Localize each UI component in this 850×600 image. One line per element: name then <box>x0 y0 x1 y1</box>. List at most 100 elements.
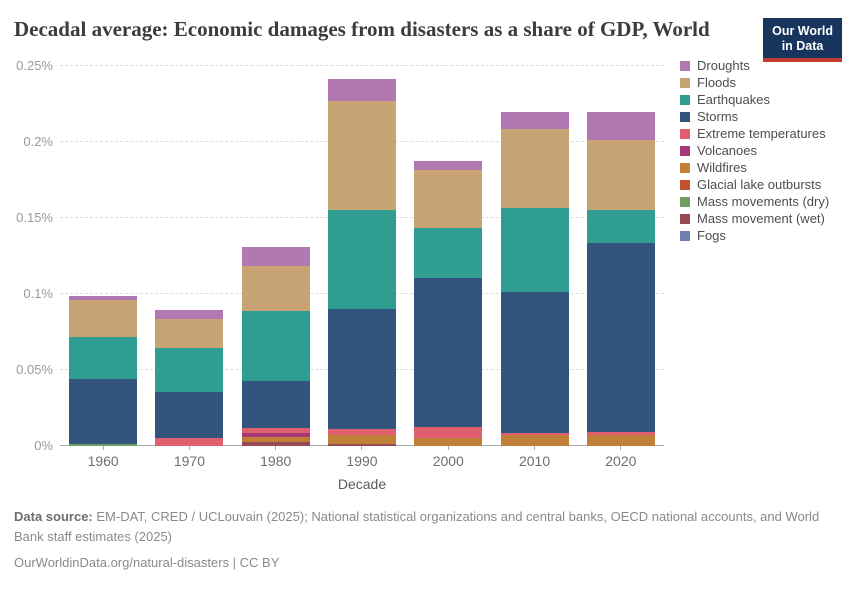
legend-item-earthquakes[interactable]: Earthquakes <box>680 93 848 106</box>
bar-segment-droughts-2020[interactable] <box>586 112 655 141</box>
bar-segment-droughts-1980[interactable] <box>241 247 310 266</box>
bar-2020[interactable] <box>586 112 655 447</box>
bar-segment-earthquakes-1990[interactable] <box>327 209 396 310</box>
bar-2010[interactable] <box>500 111 569 447</box>
legend-item-extreme-temperatures[interactable]: Extreme temperatures <box>680 127 848 140</box>
y-tick-label-0.05%: 0.05% <box>16 362 53 378</box>
bar-segment-storms-1960[interactable] <box>69 379 138 444</box>
bar-segment-earthquakes-2020[interactable] <box>586 209 655 243</box>
plot-column: 0% 0.05% 0.1% 0.15% 0.2% 0.25% 1960 1970 1980 19… <box>14 58 664 493</box>
legend-swatch-wildfires <box>680 162 690 173</box>
legend-swatch-fogs <box>680 230 690 241</box>
bar-segment-extreme-temperatures-1970[interactable] <box>155 437 224 447</box>
bar-segment-mass-movement-wet-1990[interactable] <box>327 444 396 447</box>
bar-segment-storms-1980[interactable] <box>241 381 310 429</box>
x-tick-mark-2000 <box>447 446 449 451</box>
legend-item-droughts[interactable]: Droughts <box>680 59 848 72</box>
bar-segment-earthquakes-1980[interactable] <box>241 311 310 381</box>
y-tick-label-0.15%: 0.15% <box>16 210 53 226</box>
bar-segment-floods-2000[interactable] <box>414 170 483 229</box>
y-tick-label-0.2%: 0.2% <box>23 134 53 150</box>
x-tick-label-2000: 2000 <box>432 453 464 470</box>
bar-segment-floods-1970[interactable] <box>155 318 224 349</box>
legend-item-wildfires[interactable]: Wildfires <box>680 161 848 174</box>
bar-segment-droughts-1970[interactable] <box>155 309 224 319</box>
x-tick-mark-2020 <box>620 446 622 451</box>
bar-segment-earthquakes-2010[interactable] <box>500 207 569 293</box>
bar-segment-floods-2010[interactable] <box>500 129 569 208</box>
bar-segment-extreme-temperatures-2000[interactable] <box>414 426 483 438</box>
bar-segment-floods-1960[interactable] <box>69 300 138 338</box>
x-tick-2010: 2010 <box>501 446 569 469</box>
bar-segment-volcanoes-1980[interactable] <box>241 432 310 438</box>
bar-segment-earthquakes-2000[interactable] <box>414 228 483 279</box>
chart-header: Decadal average: Economic damages from d… <box>14 16 850 62</box>
bar-1990[interactable] <box>327 78 396 447</box>
bar-segment-mass-movement-wet-1980[interactable] <box>241 441 310 447</box>
bar-segment-droughts-1990[interactable] <box>327 78 396 101</box>
bar-1960[interactable] <box>69 296 138 447</box>
legend-label-droughts: Droughts <box>697 58 750 74</box>
bar-segment-earthquakes-1960[interactable] <box>69 337 138 380</box>
data-source-text: EM-DAT, CRED / UCLouvain (2025); Nationa… <box>14 509 820 544</box>
legend-label-wildfires: Wildfires <box>697 160 747 176</box>
owid-logo: Our World in Data <box>763 18 842 62</box>
x-tick-mark-1970 <box>188 446 190 451</box>
x-tick-2020: 2020 <box>587 446 655 469</box>
bar-segment-extreme-temperatures-2020[interactable] <box>586 432 655 435</box>
bar-segment-wildfires-2010[interactable] <box>500 434 569 447</box>
bar-segment-storms-2000[interactable] <box>414 278 483 427</box>
bar-segment-wildfires-2020[interactable] <box>586 434 655 447</box>
bar-segment-floods-1990[interactable] <box>327 101 396 210</box>
x-tick-mark-2010 <box>534 446 536 451</box>
bar-1980[interactable] <box>241 247 310 447</box>
x-tick-1990: 1990 <box>328 446 396 469</box>
bar-segment-droughts-1960[interactable] <box>69 296 138 301</box>
bar-segment-floods-1980[interactable] <box>241 265 310 312</box>
legend-label-mass-movement-wet: Mass movement (wet) <box>697 211 825 227</box>
bar-1970[interactable] <box>155 309 224 447</box>
data-source-label: Data source: <box>14 509 93 525</box>
x-tick-1970: 1970 <box>155 446 223 469</box>
bar-segment-extreme-temperatures-1990[interactable] <box>327 428 396 435</box>
bar-segment-storms-2020[interactable] <box>586 242 655 433</box>
x-tick-1960: 1960 <box>69 446 137 469</box>
bar-segment-wildfires-1990[interactable] <box>327 434 396 445</box>
legend-label-volcanoes: Volcanoes <box>697 143 757 159</box>
bar-segment-floods-2020[interactable] <box>586 140 655 210</box>
chart-footer: Data source: EM-DAT, CRED / UCLouvain (2… <box>14 507 836 573</box>
legend-label-extreme-temperatures: Extreme temperatures <box>697 126 826 142</box>
bar-segment-wildfires-2000[interactable] <box>414 437 483 447</box>
legend-swatch-floods <box>680 77 690 88</box>
bar-segment-extreme-temperatures-2010[interactable] <box>500 432 569 435</box>
bar-segment-wildfires-1960[interactable] <box>69 443 138 445</box>
bar-segment-droughts-2000[interactable] <box>414 160 483 171</box>
bar-segment-storms-1970[interactable] <box>155 392 224 438</box>
bar-segment-droughts-2010[interactable] <box>500 111 569 130</box>
legend-swatch-droughts <box>680 60 690 71</box>
legend-item-mass-movement-wet[interactable]: Mass movement (wet) <box>680 212 848 225</box>
legend-item-storms[interactable]: Storms <box>680 110 848 123</box>
legend-label-mass-movements-dry: Mass movements (dry) <box>697 194 830 210</box>
legend-label-floods: Floods <box>697 75 737 91</box>
bar-2000[interactable] <box>414 160 483 447</box>
citation-line: OurWorldinData.org/natural-disasters | C… <box>14 555 280 571</box>
data-source-line: Data source: EM-DAT, CRED / UCLouvain (2… <box>14 507 836 546</box>
bar-segment-mass-movements-dry-1960[interactable] <box>69 444 138 447</box>
y-tick-label-0.1%: 0.1% <box>23 286 53 302</box>
legend-item-glacial-lake-outbursts[interactable]: Glacial lake outbursts <box>680 178 848 191</box>
bar-segment-extreme-temperatures-1980[interactable] <box>241 428 310 433</box>
legend-item-mass-movements-dry[interactable]: Mass movements (dry) <box>680 195 848 208</box>
x-axis-title: Decade <box>337 476 387 493</box>
bar-segment-earthquakes-1970[interactable] <box>155 348 224 393</box>
bar-segment-storms-2010[interactable] <box>500 292 569 433</box>
legend-item-floods[interactable]: Floods <box>680 76 848 89</box>
x-tick-label-1970: 1970 <box>173 453 205 470</box>
legend-item-volcanoes[interactable]: Volcanoes <box>680 144 848 157</box>
bar-segment-wildfires-1980[interactable] <box>241 437 310 442</box>
bar-segment-storms-1990[interactable] <box>327 309 396 429</box>
x-tick-label-1980: 1980 <box>260 453 292 470</box>
legend-item-fogs[interactable]: Fogs <box>680 229 848 242</box>
x-tick-1980: 1980 <box>242 446 310 469</box>
legend-swatch-extreme-temperatures <box>680 128 690 139</box>
